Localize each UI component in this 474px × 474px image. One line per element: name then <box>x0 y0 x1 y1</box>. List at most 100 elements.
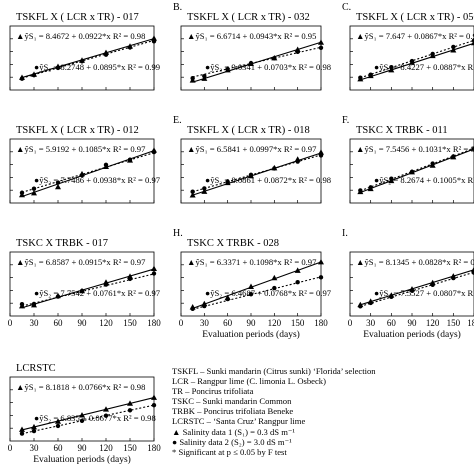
equation-s2: ●ŷS₂ = 6.4687 + 0.0768*x R² = 0.97 <box>205 288 332 298</box>
data-point-s1-triangle <box>318 149 324 155</box>
data-point-s2-circle <box>451 275 456 281</box>
data-point-s2-circle <box>248 172 254 178</box>
regression-line-s1 <box>21 397 155 431</box>
equation-s2: ●ŷS₂ = 7.7486 + 0.0938*x R² = 0.97 <box>34 175 161 185</box>
chart-panel: E. TSKFL X ( LCR x TR) - 018 ▲ŷS₁ = 6.5841… <box>173 115 331 204</box>
data-point-s1-triangle <box>294 267 301 273</box>
panel-title: LCRSTC <box>16 363 56 374</box>
data-point-s2-circle <box>248 292 254 297</box>
data-point-s2-circle <box>451 44 456 50</box>
regression-line-s1 <box>192 261 322 309</box>
data-point-s2-circle <box>190 76 195 81</box>
regression-line-s1 <box>21 268 155 309</box>
x-tick-label: 150 <box>447 318 461 328</box>
panel-title: TSKFL X ( LCR x TR) - 032 <box>187 12 310 23</box>
x-tick-label: 180 <box>147 318 161 328</box>
data-point-s2-circle <box>430 282 435 287</box>
data-point-s2-circle <box>318 45 324 50</box>
equation-s2: ●ŷS₂ = 8.4227 + 0.0887*x R² = 0.98 <box>374 62 474 72</box>
equation-s2: ●ŷS₂ = 6.835 + 0.0677*x R² = 0.98 <box>34 413 156 423</box>
data-point-s2-circle <box>451 154 456 159</box>
data-point-s2-circle <box>31 428 37 434</box>
data-point-s2-circle <box>368 300 373 306</box>
panel-title: TSKFL X ( LCR x TR) - 017 <box>16 12 139 23</box>
data-point-s2-circle <box>127 157 133 162</box>
panel-letter: E. <box>173 115 182 126</box>
x-tick-label: 180 <box>314 318 328 328</box>
legend-line: TSKFL – Sunki mandarin (Citrus sunki) ‘F… <box>172 366 376 376</box>
data-point-s1-triangle <box>201 188 208 194</box>
chart-panel: TSKFL X ( LCR x TR) - 017 ▲ŷS₁ = 8.4672 +… <box>9 12 160 91</box>
legend-line: * Significant at p ≤ 0.05 by F test <box>172 446 287 457</box>
x-tick-label: 150 <box>123 443 137 453</box>
x-tick-label: 180 <box>147 443 161 453</box>
data-point-s2-circle <box>190 189 195 194</box>
data-point-s2-circle <box>368 72 373 77</box>
data-point-s2-circle <box>55 294 61 299</box>
panel-title: TSKC X TRBK - 017 <box>16 238 108 249</box>
panel-letter: H. <box>173 228 183 239</box>
legend-line: LCRSTC – ‘Santa Cruz’ Rangpur lime <box>172 416 306 427</box>
x-tick-label: 90 <box>78 318 88 328</box>
panel-letter: F. <box>342 115 349 126</box>
legend-line: TRBK – Poncirus trifoliata Beneke <box>172 406 294 417</box>
data-point-s2-circle <box>368 185 373 190</box>
x-tick-label: 60 <box>54 443 64 453</box>
x-tick-label: 0 <box>179 318 184 328</box>
regression-line-s2 <box>360 39 474 79</box>
data-point-s2-circle <box>202 303 207 309</box>
data-point-s2-circle <box>79 418 85 423</box>
data-point-s1-triangle <box>151 265 157 272</box>
x-tick-label: 90 <box>408 318 418 328</box>
equation-s2: ●ŷS₂ = 8.2674 + 0.1005*x R² = 0.99 <box>374 175 474 185</box>
data-point-s2-circle <box>272 166 277 171</box>
data-point-s2-circle <box>471 38 474 43</box>
legend-line: TR – Poncirus trifoliata <box>172 386 254 397</box>
equation-s1: ▲ŷS₁ = 5.9192 + 0.1085*x R² = 0.97 <box>16 144 146 154</box>
data-point-s2-circle <box>389 65 394 70</box>
regression-line-s2 <box>21 39 155 79</box>
regression-line-s2 <box>192 154 322 193</box>
data-point-s2-circle <box>19 76 25 81</box>
equation-s1: ▲ŷS₁ = 7.5456 + 0.1031*x R² = 0.98 <box>356 144 474 154</box>
legend-line: LCR – Rangpur lime (C. limonia L. Osbeck… <box>172 376 326 387</box>
data-point-s2-circle <box>55 65 61 71</box>
data-point-s2-circle <box>358 75 363 80</box>
x-tick-label: 120 <box>99 443 113 453</box>
chart-panel: 0 30 60 90 120 150 180 Evaluation periods (days… <box>8 363 162 465</box>
data-point-s2-circle <box>19 431 25 436</box>
data-point-s2-circle <box>79 173 85 178</box>
data-point-s2-circle <box>409 169 415 174</box>
data-point-s2-circle <box>318 275 324 280</box>
equation-s1: ▲ŷS₁ = 7.647 + 0.0867*x R² = 0.98 <box>356 31 474 41</box>
x-tick-label: 30 <box>200 318 210 328</box>
x-tick-label: 60 <box>223 318 233 328</box>
data-point-s2-circle <box>31 186 37 191</box>
x-tick-label: 120 <box>99 318 113 328</box>
data-point-s2-circle <box>202 186 207 191</box>
chart-panel: C. TSKFL X ( LCR x TR) - 050 ▲ŷS₁ = 7.647 … <box>342 2 474 91</box>
data-point-s1-triangle <box>388 67 395 73</box>
data-point-s1-triangle <box>151 394 157 400</box>
regression-line-s1 <box>360 148 474 194</box>
data-point-s1-triangle <box>151 35 157 41</box>
data-point-s2-circle <box>151 402 157 408</box>
equation-s2: ●ŷS₂ = 8.2748 + 0.0895*x R² = 0.99 <box>34 62 160 72</box>
data-point-s2-circle <box>103 162 109 168</box>
data-point-s2-circle <box>55 423 61 429</box>
x-tick-label: 90 <box>78 443 88 453</box>
equation-s1: ▲ŷS₁ = 6.8587 + 0.0915*x R² = 0.97 <box>16 257 146 267</box>
equation-s1: ▲ŷS₁ = 8.4672 + 0.0922*x R² = 0.98 <box>16 31 145 41</box>
equation-s2: ●ŷS₂ = 9.0341 + 0.0703*x R² = 0.98 <box>205 62 331 72</box>
abbreviation-legend: TSKFL – Sunki mandarin (Citrus sunki) ‘F… <box>172 366 472 457</box>
data-point-s1-triangle <box>31 423 37 430</box>
x-tick-label: 90 <box>247 318 257 328</box>
regression-line-s1 <box>21 38 155 79</box>
data-point-s2-circle <box>103 282 109 287</box>
data-point-s1-triangle <box>450 47 457 53</box>
equation-s2: ●ŷS₂ = 7.7542 + 0.0761*x R² = 0.97 <box>34 288 161 298</box>
data-point-s2-circle <box>19 302 25 307</box>
equation-s1: ▲ŷS₁ = 6.5841 + 0.0997*x R² = 0.97 <box>187 144 317 154</box>
data-point-s2-circle <box>127 45 133 50</box>
data-point-s2-circle <box>103 52 109 57</box>
